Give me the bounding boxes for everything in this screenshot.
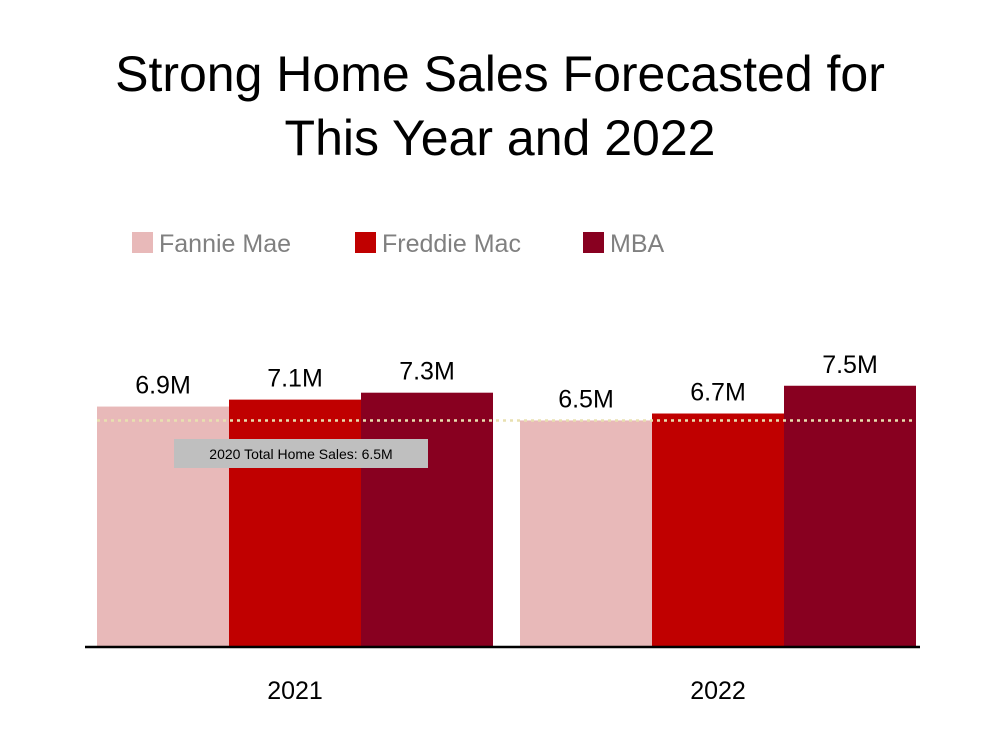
value-label-2021-3: 7.3M xyxy=(399,358,455,386)
legend-swatch-3 xyxy=(583,232,604,253)
value-label-2021-2: 7.1M xyxy=(267,365,323,393)
bar-2021-3 xyxy=(361,392,493,646)
x-tick-label-2022: 2022 xyxy=(690,677,746,705)
bar-2022-2 xyxy=(652,413,784,646)
legend-label-2: Freddie Mac xyxy=(382,230,521,258)
value-label-2022-2: 6.7M xyxy=(690,379,746,407)
value-label-2022-3: 7.5M xyxy=(822,351,878,379)
chart-title-line-1: Strong Home Sales Forecasted for xyxy=(115,46,885,102)
legend-swatch-2 xyxy=(355,232,376,253)
chart-title-line-2: This Year and 2022 xyxy=(284,110,716,166)
reference-label: 2020 Total Home Sales: 6.5M xyxy=(209,446,392,462)
reference-label-box xyxy=(174,439,428,468)
x-tick-label-2021: 2021 xyxy=(267,677,323,705)
bar-2021-2 xyxy=(229,399,361,646)
value-label-2022-1: 6.5M xyxy=(558,385,614,413)
bar-2022-1 xyxy=(520,420,652,646)
legend-label-1: Fannie Mae xyxy=(159,230,291,258)
value-label-2021-1: 6.9M xyxy=(135,372,191,400)
legend-swatch-1 xyxy=(132,232,153,253)
legend-label-3: MBA xyxy=(610,230,665,258)
chart-title: Strong Home Sales Forecasted for This Ye… xyxy=(0,42,1000,170)
bar-2022-3 xyxy=(784,385,916,646)
